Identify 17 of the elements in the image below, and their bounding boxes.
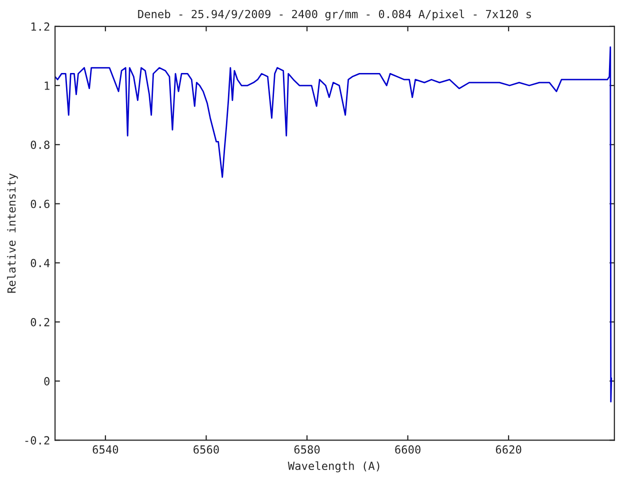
x-axis-title: Wavelength (A)	[288, 461, 380, 472]
chart-title: Deneb - 25.94/9/2009 - 2400 gr/mm - 0.084 A/pixel - 7x120 s	[138, 10, 531, 20]
y-tick-label: 1.2	[31, 22, 50, 31]
x-tick-label: 6540	[92, 445, 118, 454]
y-tick-label: 0.6	[30, 200, 50, 208]
y-tick-label: 0	[44, 377, 50, 386]
y-tick-label: 0.4	[30, 258, 50, 268]
y-tick-label: -0.2	[25, 436, 50, 445]
y-tick-label: 1	[44, 82, 50, 90]
line-series	[55, 46, 612, 402]
x-tick-label: 6560	[194, 445, 219, 454]
x-tick-label: 6600	[395, 445, 420, 454]
x-tick-label: 6620	[496, 445, 522, 454]
x-tick-label: 6580	[294, 445, 320, 454]
y-axis-title: Relative intensity	[7, 174, 18, 293]
y-tick-label: 0.8	[30, 140, 50, 150]
y-tick-label: 0.2	[30, 318, 50, 326]
